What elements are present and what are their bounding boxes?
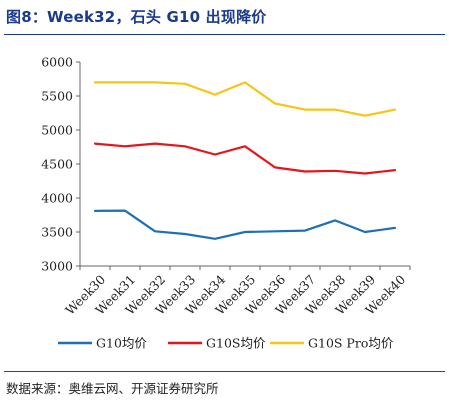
series-line (93, 81, 397, 117)
y-tick-label: 3500 (41, 225, 73, 240)
legend-label: G10S均价 (206, 336, 266, 351)
series-line (93, 142, 397, 175)
chart-axes: 3000350040004500500055006000Week30Week31… (41, 55, 411, 318)
y-tick-label: 5500 (41, 89, 73, 104)
legend-label: G10S Pro均价 (308, 336, 394, 351)
series-line (93, 209, 397, 240)
source-rule (4, 371, 445, 372)
y-tick-label: 5000 (41, 123, 73, 138)
chart-series (93, 81, 397, 240)
chart-title: 图8：Week32，石头 G10 出现降价 (6, 8, 267, 26)
y-tick-label: 6000 (41, 55, 73, 70)
title-rule (4, 34, 445, 35)
y-tick-label: 4000 (41, 191, 73, 206)
y-tick-label: 3000 (41, 259, 73, 274)
source-note: 数据来源：奥维云网、开源证券研究所 (6, 381, 219, 396)
legend-label: G10均价 (96, 336, 147, 351)
y-tick-label: 4500 (41, 157, 73, 172)
chart-legend: G10均价 G10S均价 G10S Pro均价 (58, 336, 394, 351)
